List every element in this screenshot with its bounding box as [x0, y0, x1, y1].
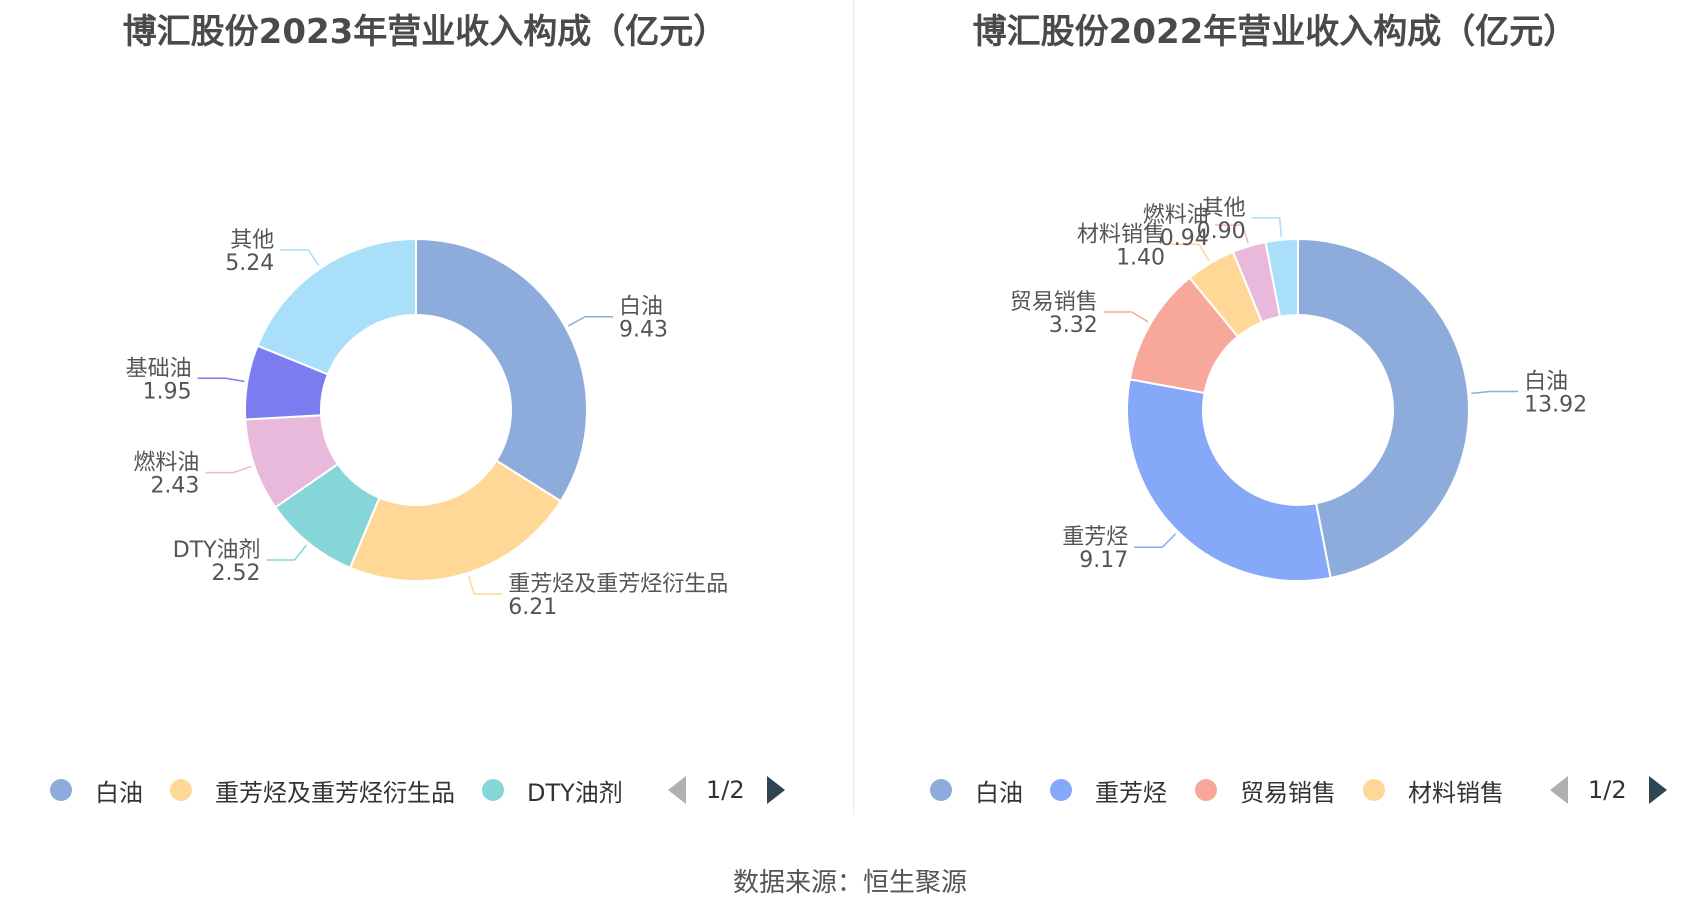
slice-value-label: 0.94	[1160, 226, 1209, 251]
data-source-note: 数据来源：恒生聚源	[732, 868, 967, 898]
slice-value-label: 1.95	[143, 379, 192, 404]
legend-pager: 1/2	[1550, 770, 1667, 810]
chart-panel-2023: 博汇股份2023年营业收入构成（亿元） 白油 9.43 重芳烃及重芳烃衍生品 6.21…	[0, 0, 850, 820]
slice-name-label: 基础油	[126, 356, 192, 381]
legend-label: 白油	[975, 778, 1023, 807]
legend-item[interactable]: 贸易销售	[1195, 770, 1336, 810]
legend-marker	[1363, 779, 1385, 801]
slice-value-label: 0.90	[1197, 219, 1246, 244]
slice-name-label: 白油	[1524, 370, 1568, 395]
legend-label: DTY油剂	[527, 778, 623, 807]
legend-label: 材料销售	[1408, 778, 1504, 807]
label-leader-line	[205, 465, 252, 474]
chart-title: 博汇股份2023年营业收入构成（亿元）	[122, 12, 728, 52]
donut-slice[interactable]	[348, 459, 563, 582]
slice-name-label: DTY油剂	[173, 538, 261, 563]
label-leader-line	[467, 575, 503, 595]
legend-label: 重芳烃	[1095, 778, 1167, 807]
legend-page-indicator: 1/2	[1588, 776, 1627, 804]
legend-next-arrow-icon[interactable]	[766, 776, 785, 804]
legend-label: 重芳烃及重芳烃衍生品	[215, 778, 455, 807]
donut-slice[interactable]	[415, 237, 588, 503]
legend-marker	[1195, 779, 1217, 801]
slice-value-label: 3.32	[1049, 313, 1098, 338]
legend: 白油 重芳烃 贸易销售 材料销售 1/2	[850, 770, 1700, 810]
chart-title: 博汇股份2022年营业收入构成（亿元）	[972, 12, 1578, 52]
donut-slice[interactable]	[256, 237, 417, 376]
label-leader-line	[266, 544, 308, 561]
legend-item[interactable]: 白油	[930, 770, 1023, 810]
label-leader-line	[567, 315, 613, 327]
label-leader-line	[1103, 311, 1149, 323]
legend-marker	[170, 779, 192, 801]
slice-value-label: 6.21	[508, 595, 557, 620]
legend-marker	[930, 779, 952, 801]
legend-item[interactable]: 材料销售	[1363, 770, 1504, 810]
label-leader-line	[197, 377, 245, 383]
slice-name-label: 燃料油	[1143, 203, 1209, 228]
slice-name-label: 重芳烃及重芳烃衍生品	[508, 572, 728, 597]
legend-item[interactable]: 白油	[50, 770, 143, 810]
legend-prev-arrow-icon[interactable]	[1550, 776, 1568, 804]
legend-label: 白油	[95, 778, 143, 807]
slice-name-label: 燃料油	[133, 451, 199, 476]
label-leader-line	[1214, 224, 1249, 244]
slice-name-label: 贸易销售	[1010, 290, 1098, 315]
slice-value-label: 9.17	[1079, 548, 1128, 573]
legend-prev-arrow-icon[interactable]	[668, 776, 686, 804]
label-leader-line	[280, 249, 320, 267]
legend-marker	[1050, 779, 1072, 801]
slice-value-label: 2.43	[150, 474, 199, 499]
legend-pager: 1/2	[668, 770, 785, 810]
slice-value-label: 1.40	[1116, 245, 1165, 270]
legend-marker	[50, 779, 72, 801]
donut-slice[interactable]	[1264, 237, 1299, 318]
slice-name-label: 其他	[230, 228, 274, 253]
slice-value-label: 13.92	[1524, 393, 1587, 418]
legend-item[interactable]: 重芳烃及重芳烃衍生品	[170, 770, 455, 810]
label-leader-line	[1251, 217, 1283, 237]
legend-label: 贸易销售	[1240, 778, 1336, 807]
slice-value-label: 2.52	[212, 561, 261, 586]
legend-next-arrow-icon[interactable]	[1648, 776, 1667, 804]
slice-value-label: 9.43	[619, 318, 668, 343]
label-leader-line	[1471, 390, 1519, 395]
slice-name-label: 其他	[1202, 196, 1246, 221]
label-leader-line	[1171, 243, 1210, 261]
legend-item[interactable]: DTY油剂	[482, 770, 623, 810]
chart-panel-2022: 博汇股份2022年营业收入构成（亿元） 白油 13.92 重芳烃 9.17 贸易销售 3.…	[850, 0, 1700, 820]
label-leader-line	[1134, 533, 1177, 548]
legend: 白油 重芳烃及重芳烃衍生品 DTY油剂 1/2	[0, 770, 850, 810]
legend-marker	[482, 779, 504, 801]
donut-slice[interactable]	[1297, 237, 1470, 580]
slice-name-label: 重芳烃	[1062, 525, 1128, 550]
slice-value-label: 5.24	[225, 251, 274, 276]
donut-slice[interactable]	[1126, 378, 1332, 582]
slice-name-label: 白油	[619, 295, 663, 320]
slice-name-label: 材料销售	[1077, 222, 1165, 247]
legend-page-indicator: 1/2	[706, 776, 745, 804]
legend-item[interactable]: 重芳烃	[1050, 770, 1167, 810]
panel-divider	[853, 0, 854, 815]
